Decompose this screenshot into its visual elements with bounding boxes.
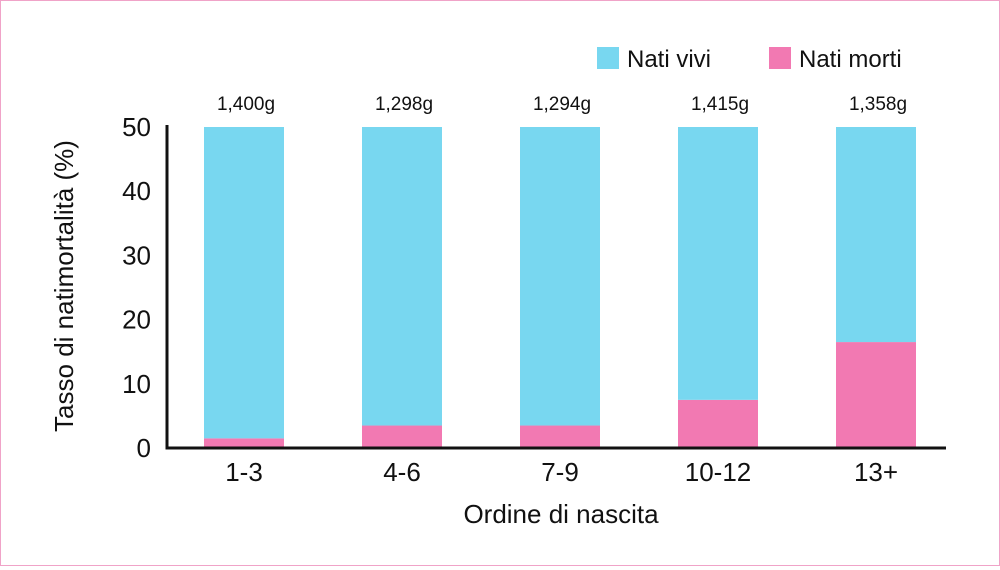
x-axis-ticks: 1-3 4-6 7-9 10-12 13+ bbox=[225, 457, 898, 487]
bar-nati-vivi-4-6 bbox=[362, 127, 442, 426]
x-tick-label-10-12: 10-12 bbox=[685, 457, 752, 487]
bar-nati-morti-13+ bbox=[836, 342, 916, 448]
y-tick-label-30: 30 bbox=[122, 240, 151, 270]
x-tick-label-1-3: 1-3 bbox=[225, 457, 263, 487]
y-tick-label-50: 50 bbox=[122, 112, 151, 142]
x-tick-label-7-9: 7-9 bbox=[541, 457, 579, 487]
data-label-4-6: 1,298g bbox=[375, 94, 433, 115]
data-label-13+: 1,358g bbox=[849, 94, 907, 115]
data-label-10-12: 1,415g bbox=[691, 94, 749, 115]
bar-nati-vivi-7-9 bbox=[520, 127, 600, 426]
bars-group bbox=[204, 127, 916, 448]
data-label-1-3: 1,400g bbox=[217, 94, 275, 115]
legend-swatch-nati-morti bbox=[769, 47, 791, 69]
legend-label-nati-vivi: Nati vivi bbox=[627, 46, 711, 73]
y-tick-label-0: 0 bbox=[137, 433, 151, 463]
legend: Nati vivi Nati morti bbox=[597, 46, 902, 73]
y-tick-label-10: 10 bbox=[122, 369, 151, 399]
y-axis-ticks: 0 10 20 30 40 50 bbox=[122, 112, 151, 463]
y-tick-label-40: 40 bbox=[122, 176, 151, 206]
y-tick-label-20: 20 bbox=[122, 305, 151, 335]
bar-nati-morti-7-9 bbox=[520, 425, 600, 448]
bar-nati-morti-10-12 bbox=[678, 399, 758, 448]
x-axis-title: Ordine di nascita bbox=[463, 499, 659, 529]
x-tick-label-13+: 13+ bbox=[854, 457, 898, 487]
data-label-7-9: 1,294g bbox=[533, 94, 591, 115]
bar-nati-morti-1-3 bbox=[204, 438, 284, 448]
y-axis-title: Tasso di natimortalità (%) bbox=[49, 140, 79, 432]
bar-nati-vivi-10-12 bbox=[678, 127, 758, 400]
bar-nati-vivi-1-3 bbox=[204, 127, 284, 439]
bar-nati-morti-4-6 bbox=[362, 425, 442, 448]
legend-label-nati-morti: Nati morti bbox=[799, 46, 902, 73]
bar-nati-vivi-13+ bbox=[836, 127, 916, 343]
data-labels-group: 1,400g 1,298g 1,294g 1,415g 1,358g bbox=[217, 94, 907, 115]
x-tick-label-4-6: 4-6 bbox=[383, 457, 421, 487]
legend-swatch-nati-vivi bbox=[597, 47, 619, 69]
